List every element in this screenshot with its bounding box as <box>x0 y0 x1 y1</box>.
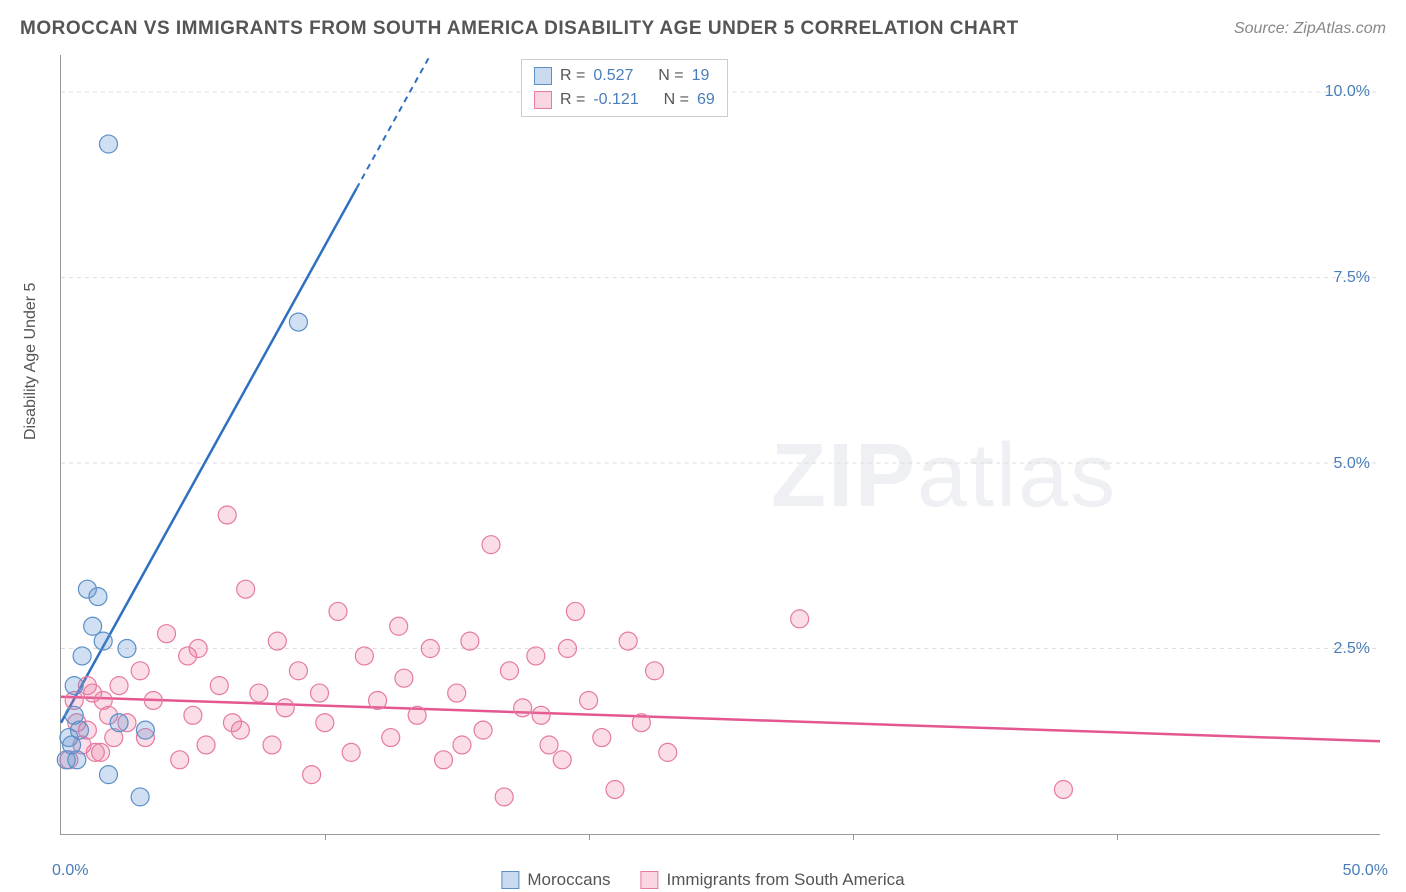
y-axis-label: Disability Age Under 5 <box>22 283 40 440</box>
x-tick-mark <box>1117 834 1118 840</box>
chart-title: MOROCCAN VS IMMIGRANTS FROM SOUTH AMERIC… <box>20 18 1019 40</box>
series-legend: Moroccans Immigrants from South America <box>501 870 904 890</box>
plot-area: ZIPatlas R = 0.527 N = 19 R = -0.121 N =… <box>60 55 1380 835</box>
y-tick-label: 5.0% <box>1334 455 1370 473</box>
legend-item-moroccans: Moroccans <box>501 870 610 890</box>
r-value-pink: -0.121 <box>593 88 638 112</box>
x-tick-right: 50.0% <box>1343 862 1388 880</box>
swatch-blue-icon <box>501 871 519 889</box>
swatch-pink-icon <box>641 871 659 889</box>
y-tick-label: 10.0% <box>1325 83 1370 101</box>
stats-row-immigrants: R = -0.121 N = 69 <box>534 88 715 112</box>
y-tick-label: 2.5% <box>1334 640 1370 658</box>
source-attribution: Source: ZipAtlas.com <box>1234 20 1386 38</box>
stats-row-moroccans: R = 0.527 N = 19 <box>534 64 715 88</box>
legend-item-immigrants: Immigrants from South America <box>641 870 905 890</box>
r-value-blue: 0.527 <box>593 64 633 88</box>
n-value-pink: 69 <box>697 88 715 112</box>
n-value-blue: 19 <box>692 64 710 88</box>
swatch-blue <box>534 67 552 85</box>
stats-legend: R = 0.527 N = 19 R = -0.121 N = 69 <box>521 59 728 117</box>
y-tick-label: 7.5% <box>1334 269 1370 287</box>
x-tick-mark <box>325 834 326 840</box>
swatch-pink <box>534 91 552 109</box>
x-tick-mark <box>853 834 854 840</box>
scatter-chart <box>61 55 1380 834</box>
x-tick-mark <box>589 834 590 840</box>
x-tick-left: 0.0% <box>52 862 88 880</box>
